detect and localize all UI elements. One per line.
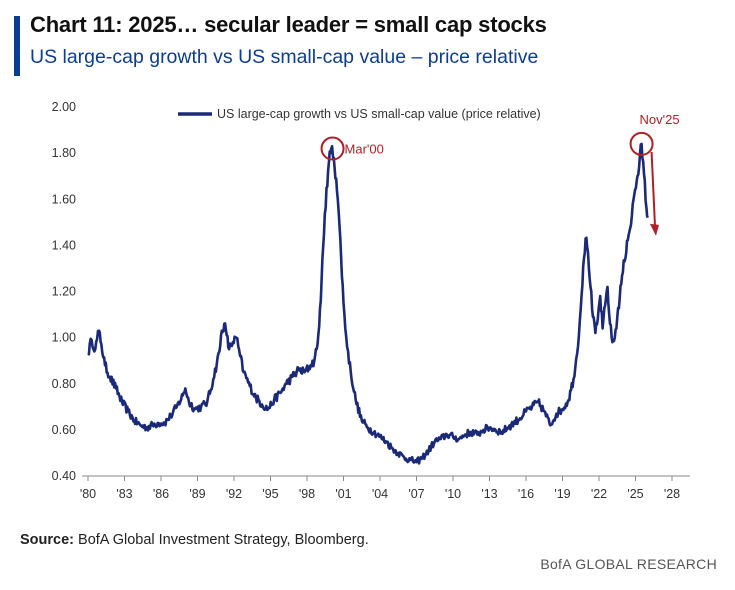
y-tick-label: 1.80 (52, 146, 76, 160)
annotation-circle (320, 136, 345, 161)
y-axis: 0.40 0.60 0.80 1.00 1.20 1.40 1.60 1.80 2.00 (52, 100, 76, 483)
x-tick-label: '01 (335, 487, 351, 501)
x-tick-label: '28 (664, 487, 680, 501)
annotation-circle (629, 131, 654, 156)
x-tick-label: '86 (153, 487, 169, 501)
source-note: Source: BofA Global Investment Strategy,… (20, 532, 369, 548)
x-tick-label: '13 (481, 487, 497, 501)
legend-label: US large-cap growth vs US small-cap valu… (217, 107, 541, 121)
x-tick-label: '04 (372, 487, 388, 501)
series-layer (87, 142, 649, 465)
y-tick-label: 1.40 (52, 238, 76, 252)
line-chart: 0.40 0.60 0.80 1.00 1.20 1.40 1.60 1.80 2.00 '80… (52, 100, 690, 501)
x-tick-label: '95 (262, 487, 278, 501)
annotations: Mar'00 Nov'25 (320, 112, 680, 236)
x-tick-label: '83 (116, 487, 132, 501)
title-accent-bar (14, 16, 20, 76)
annotation-arrow-shaft (650, 151, 656, 226)
x-tick-label: '19 (554, 487, 570, 501)
chart-subtitle: US large-cap growth vs US small-cap valu… (30, 46, 539, 68)
y-tick-label: 0.80 (52, 377, 76, 391)
brand-label: BofA GLOBAL RESEARCH (540, 556, 717, 572)
x-axis: '80 '83 '86 '89 '92 '95 '98 '01 '04 '07 '10 '13 '16 '… (80, 475, 690, 501)
y-tick-label: 1.60 (52, 192, 76, 206)
y-tick-label: 1.00 (52, 331, 76, 345)
x-tick-label: '98 (299, 487, 315, 501)
annotation-label: Nov'25 (640, 112, 680, 127)
x-tick-label: '89 (189, 487, 205, 501)
source-text: BofA Global Investment Strategy, Bloombe… (78, 532, 369, 548)
series-line (87, 142, 649, 465)
chart-title: Chart 11: 2025… secular leader = small c… (30, 12, 547, 37)
source-label: Source: (20, 532, 74, 548)
x-tick-label: '07 (408, 487, 424, 501)
x-tick-label: '80 (80, 487, 96, 501)
y-tick-label: 0.60 (52, 423, 76, 437)
x-tick-label: '16 (518, 487, 534, 501)
x-tick-label: '92 (226, 487, 242, 501)
y-tick-label: 1.20 (52, 285, 76, 299)
y-tick-label: 0.40 (52, 469, 76, 483)
y-tick-label: 2.00 (52, 100, 76, 114)
legend: US large-cap growth vs US small-cap valu… (178, 107, 541, 121)
x-tick-label: '22 (591, 487, 607, 501)
x-tick-label: '10 (445, 487, 461, 501)
annotation-label: Mar'00 (345, 142, 384, 157)
x-tick-label: '25 (627, 487, 643, 501)
annotation-arrow-head (649, 223, 659, 236)
